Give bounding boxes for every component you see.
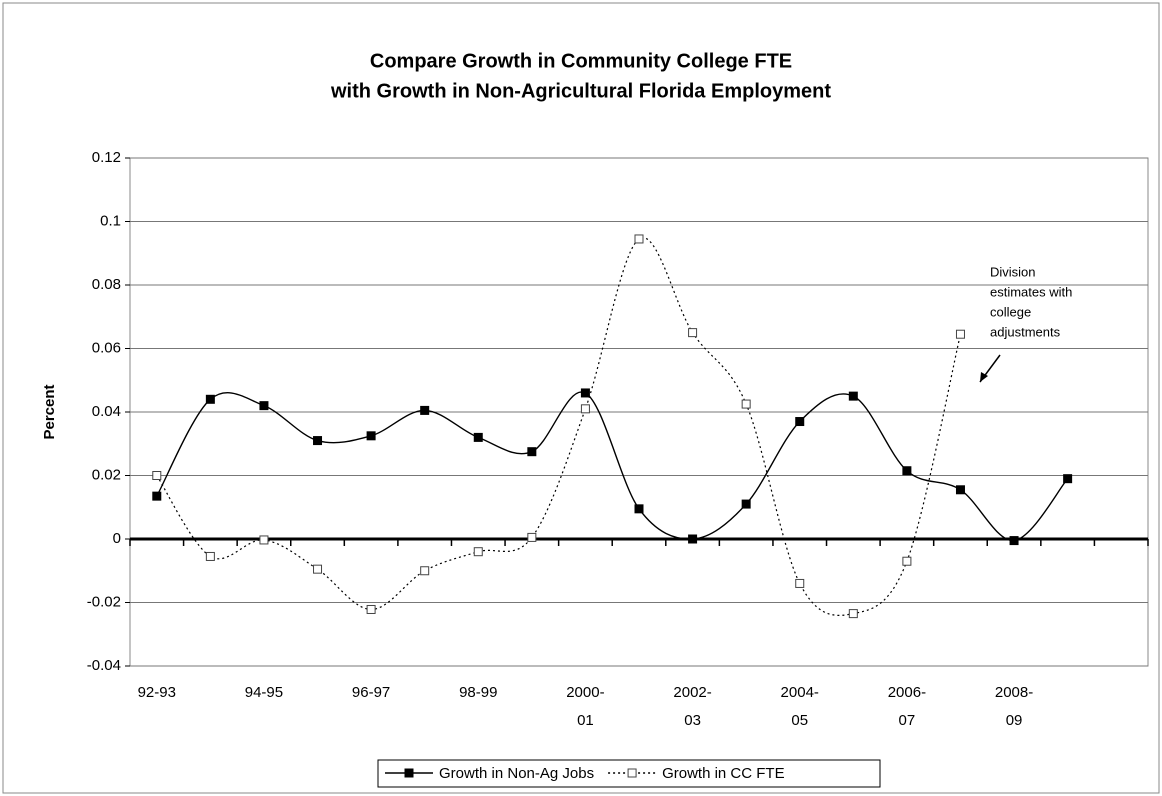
series-line bbox=[156, 391, 1069, 542]
legend-label: Growth in Non-Ag Jobs bbox=[439, 765, 594, 782]
marker bbox=[313, 436, 323, 446]
chart-title: with Growth in Non-Agricultural Florida … bbox=[330, 80, 831, 102]
series-line bbox=[156, 237, 962, 616]
marker bbox=[955, 485, 965, 495]
marker bbox=[688, 534, 698, 544]
y-tick-label: 0.1 bbox=[100, 212, 121, 229]
legend-label: Growth in CC FTE bbox=[662, 765, 785, 782]
marker bbox=[741, 499, 751, 509]
marker bbox=[313, 564, 323, 574]
x-tick-label-line: 07 bbox=[899, 712, 916, 729]
y-tick-label: -0.04 bbox=[87, 657, 121, 674]
x-tick-label-line: 01 bbox=[577, 712, 594, 729]
y-tick-label: 0.06 bbox=[92, 339, 121, 356]
marker bbox=[420, 405, 430, 415]
marker bbox=[404, 768, 414, 778]
marker bbox=[902, 556, 912, 566]
annotation: college bbox=[990, 304, 1031, 319]
legend: Growth in Non-Ag Jobs Growth in CC FTE bbox=[377, 759, 881, 788]
annotation: Division bbox=[990, 264, 1036, 279]
x-tick-label: 94-95 bbox=[245, 684, 283, 701]
x-tick-label-line: 03 bbox=[684, 712, 701, 729]
marker bbox=[741, 399, 751, 409]
annotation-arrowhead bbox=[980, 372, 988, 382]
chart-title: Compare Growth in Community College FTE bbox=[370, 50, 792, 72]
y-tick-label: 0.12 bbox=[92, 149, 121, 166]
marker bbox=[688, 328, 698, 338]
x-tick-label: 2008- 09 bbox=[995, 684, 1033, 729]
y-tick-label: 0.08 bbox=[92, 276, 121, 293]
y-tick-label: -0.02 bbox=[87, 593, 121, 610]
marker bbox=[580, 388, 590, 398]
marker bbox=[634, 504, 644, 514]
x-tick-label-line: 2006- bbox=[888, 684, 926, 701]
x-tick-label: 2000- 01 bbox=[566, 684, 604, 729]
x-tick-label: 98-99 bbox=[459, 684, 497, 701]
marker bbox=[1063, 474, 1073, 484]
marker bbox=[955, 329, 965, 339]
marker bbox=[473, 547, 483, 557]
y-tick-label: 0.04 bbox=[92, 403, 121, 420]
marker bbox=[527, 447, 537, 457]
y-tick-label: 0 bbox=[113, 530, 121, 547]
annotation: estimates with bbox=[990, 284, 1072, 299]
marker bbox=[152, 491, 162, 501]
x-tick-label-line: 2004- bbox=[781, 684, 819, 701]
marker bbox=[366, 604, 376, 614]
marker bbox=[205, 394, 215, 404]
marker bbox=[580, 404, 590, 414]
marker bbox=[1009, 536, 1019, 546]
marker bbox=[627, 768, 637, 778]
marker bbox=[259, 535, 269, 545]
x-tick-label-line: 05 bbox=[791, 712, 808, 729]
marker bbox=[259, 401, 269, 411]
x-tick-label: 92-93 bbox=[138, 684, 176, 701]
x-tick-label: 2002- 03 bbox=[673, 684, 711, 729]
x-tick-label-line: 2000- bbox=[566, 684, 604, 701]
marker bbox=[420, 566, 430, 576]
x-tick-label: 2004- 05 bbox=[781, 684, 819, 729]
marker bbox=[902, 466, 912, 476]
marker bbox=[795, 417, 805, 427]
marker bbox=[795, 578, 805, 588]
annotation: adjustments bbox=[990, 324, 1061, 339]
marker bbox=[205, 551, 215, 561]
marker bbox=[848, 391, 858, 401]
marker bbox=[634, 234, 644, 244]
x-tick-label-line: 2008- bbox=[995, 684, 1033, 701]
x-tick-label-line: 09 bbox=[1006, 712, 1023, 729]
marker bbox=[473, 432, 483, 442]
y-axis-label: Percent bbox=[41, 384, 58, 439]
x-tick-label: 2006- 07 bbox=[888, 684, 926, 729]
y-tick-label: 0.02 bbox=[92, 466, 121, 483]
x-tick-label: 96-97 bbox=[352, 684, 390, 701]
x-tick-label-line: 2002- bbox=[673, 684, 711, 701]
marker bbox=[366, 431, 376, 441]
marker bbox=[527, 532, 537, 542]
marker bbox=[848, 609, 858, 619]
marker bbox=[152, 471, 162, 480]
